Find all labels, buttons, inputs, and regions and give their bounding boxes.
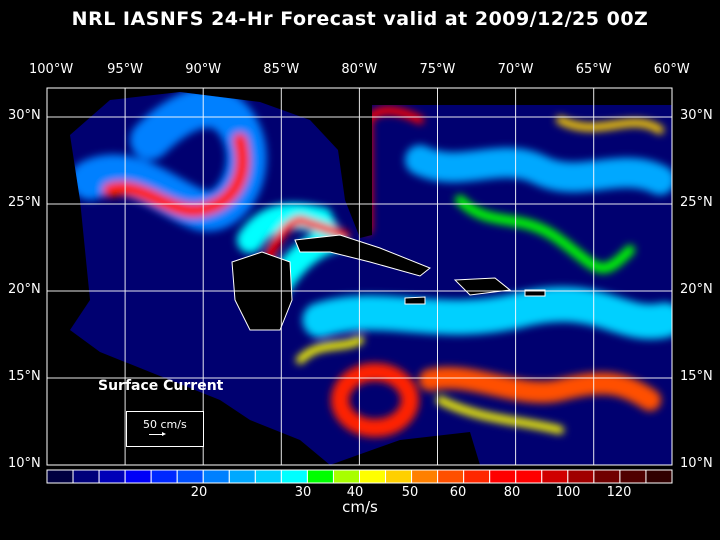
colorbar-tick-label: 30 xyxy=(294,485,312,500)
reference-arrow-icon xyxy=(149,432,166,436)
lat-label-left: 25°N xyxy=(8,195,41,210)
colorbar-swatch xyxy=(176,469,204,484)
lon-label: 85°W xyxy=(263,62,300,77)
lon-label: 60°W xyxy=(653,62,690,77)
colorbar-swatch xyxy=(46,469,74,484)
lat-label-right: 30°N xyxy=(680,108,713,123)
lat-label-left: 10°N xyxy=(8,456,41,471)
cuba xyxy=(294,234,431,277)
colorbar-tick-label: 50 xyxy=(401,485,419,500)
colorbar-swatch xyxy=(567,469,595,484)
colorbar-swatch xyxy=(124,469,152,484)
lat-label-left: 15°N xyxy=(8,369,41,384)
map-frame xyxy=(46,87,673,466)
colorbar-swatch xyxy=(411,469,439,484)
ocean-field xyxy=(70,92,672,465)
colorbar-swatch xyxy=(437,469,465,484)
colorbar-swatch xyxy=(98,469,126,484)
colorbar-swatch xyxy=(645,469,673,484)
colorbar-swatch xyxy=(254,469,282,484)
lat-label-right: 25°N xyxy=(680,195,713,210)
colorbar-swatch xyxy=(489,469,517,484)
legend-title: Surface Current xyxy=(98,378,224,394)
colorbar-swatch xyxy=(228,469,256,484)
lon-label: 75°W xyxy=(419,62,456,77)
lon-label: 90°W xyxy=(185,62,222,77)
colorbar-unit: cm/s xyxy=(342,498,378,516)
colorbar-tick-label: 60 xyxy=(449,485,467,500)
colorbar-tick-label: 80 xyxy=(503,485,521,500)
colorbar-swatch xyxy=(541,469,569,484)
colorbar-swatch xyxy=(593,469,621,484)
lat-label-left: 30°N xyxy=(8,108,41,123)
lat-label-right: 20°N xyxy=(680,282,713,297)
lon-label: 65°W xyxy=(575,62,612,77)
lat-label-right: 10°N xyxy=(680,456,713,471)
reference-vector-box: 50 cm/s xyxy=(126,411,204,447)
lon-label: 100°W xyxy=(29,62,74,77)
colorbar xyxy=(46,469,673,484)
lat-label-left: 20°N xyxy=(8,282,41,297)
colorbar-swatch xyxy=(332,469,361,484)
colorbar-swatch xyxy=(150,469,178,484)
colorbar-tick-label: 20 xyxy=(190,485,208,500)
colorbar-tick-label: 120 xyxy=(606,485,632,500)
colorbar-swatch xyxy=(463,469,491,484)
lon-label: 70°W xyxy=(497,62,534,77)
lat-label-right: 15°N xyxy=(680,369,713,384)
colorbar-swatch xyxy=(385,469,413,484)
colorbar-swatch xyxy=(359,469,387,484)
reference-vector-label: 50 cm/s xyxy=(143,418,187,431)
map-title: NRL IASNFS 24-Hr Forecast valid at 2009/… xyxy=(71,8,649,30)
colorbar-swatch xyxy=(280,469,308,484)
graticule xyxy=(47,88,672,465)
lon-label: 80°W xyxy=(341,62,378,77)
colorbar-swatch xyxy=(72,469,100,484)
colorbar-tick-label: 40 xyxy=(346,485,364,500)
lon-label: 95°W xyxy=(107,62,143,77)
colorbar-swatch xyxy=(515,469,543,484)
jamaica xyxy=(404,296,426,305)
colorbar-swatch xyxy=(306,469,334,484)
colorbar-swatch xyxy=(202,469,230,484)
colorbar-swatch xyxy=(619,469,647,484)
colorbar-tick-label: 100 xyxy=(555,485,581,500)
